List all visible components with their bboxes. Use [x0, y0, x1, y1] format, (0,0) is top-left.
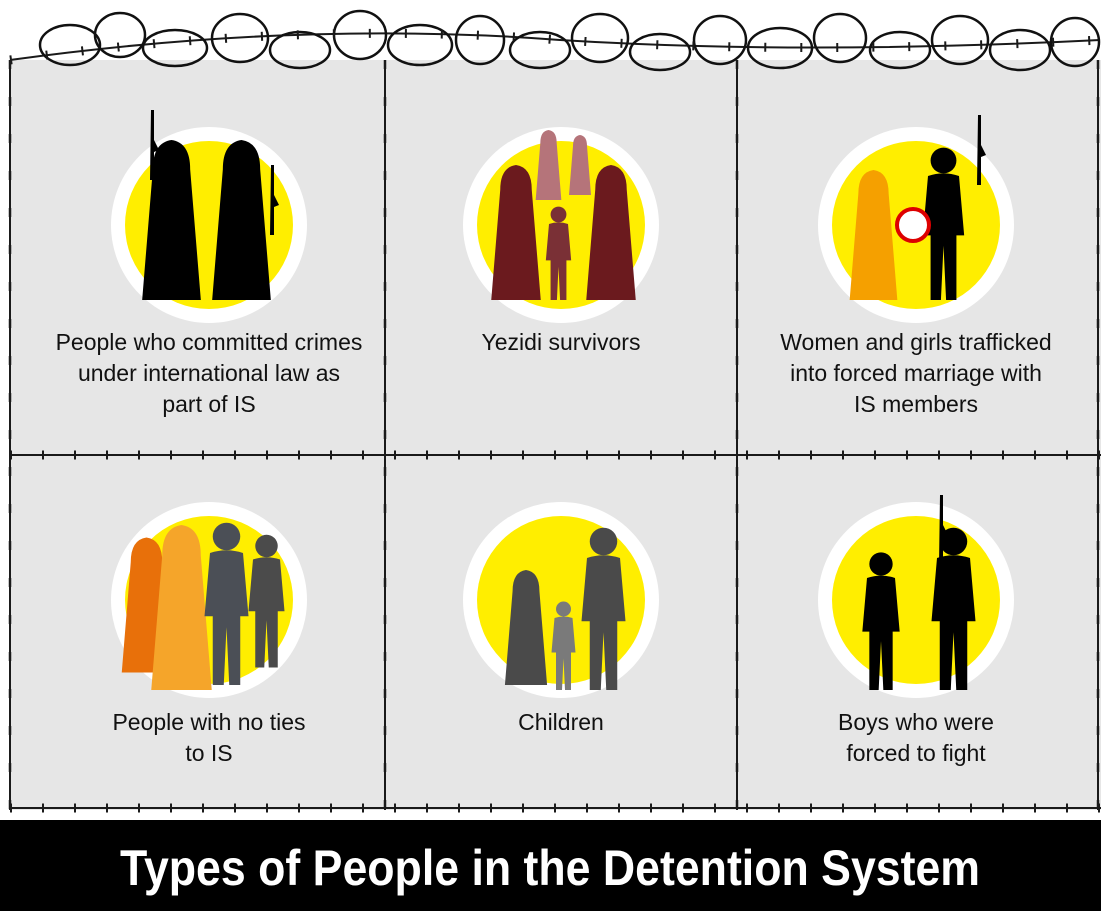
caption-line: into forced marriage with [790, 360, 1042, 386]
infographic: People who committed crimes under interna… [0, 0, 1101, 911]
caption-line: Women and girls trafficked [780, 329, 1051, 355]
caption-line: People who committed crimes [56, 329, 363, 355]
caption-line: forced to fight [846, 740, 986, 766]
icon-disc [832, 516, 1000, 684]
caption-line: under international law as [78, 360, 340, 386]
caption-line: part of IS [162, 391, 255, 417]
title: Types of People in the Detention System [120, 840, 980, 896]
caption-line: People with no ties [112, 709, 305, 735]
caption-line: Children [518, 709, 604, 735]
caption-line: IS members [854, 391, 978, 417]
caption-line: to IS [185, 740, 232, 766]
caption-line: Boys who were [838, 709, 994, 735]
caption-line: Yezidi survivors [482, 329, 641, 355]
